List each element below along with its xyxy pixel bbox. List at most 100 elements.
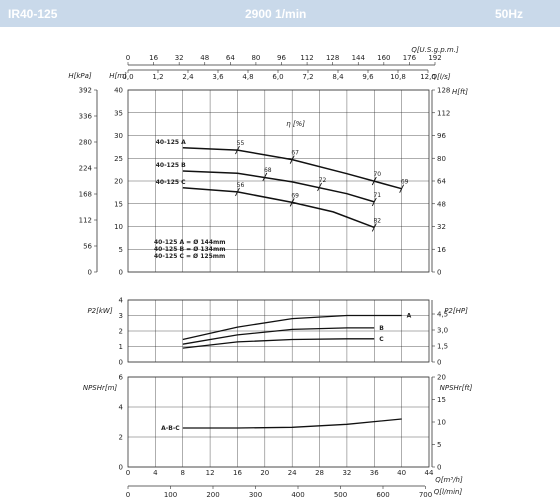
m3h-tick-label: 12 [206,469,215,477]
usgpm-tick-label: 96 [277,54,286,62]
ls-tick-label: 4,8 [242,73,253,81]
m3h-tick-label: 36 [370,469,379,477]
efficiency-mark [289,198,295,207]
head-m-tick-label: 40 [114,87,123,95]
usgpm-tick-label: 176 [403,54,417,62]
npsh-ft-tick-label: 15 [437,396,446,404]
efficiency-mark [235,145,240,155]
npsh-m-tick-label: 6 [119,374,124,382]
kpa-tick-label: 112 [79,217,92,225]
m3h-tick-label: 16 [233,469,242,477]
efficiency-mark [289,155,295,164]
usgpm-tick-label: 160 [377,54,390,62]
p2-kw-tick-label: 2 [119,328,123,336]
hp-tick-label: 0 [437,359,441,367]
npsh-curve-label: A-B-C [161,425,180,432]
npsh-ft-tick-label: 5 [437,441,441,449]
kpa-tick-label: 392 [79,87,92,95]
efficiency-label: 82 [373,217,381,224]
head-m-tick-label: 10 [114,223,123,231]
power-curve-0 [182,314,402,341]
npsh-ft-tick-label: 0 [437,464,441,472]
lmin-tick-label: 500 [334,491,347,499]
lmin-axis-label: Q[l/min] [434,488,463,496]
p2-kw-tick-label: 3 [119,312,123,320]
m3h-tick-label: 0 [126,469,130,477]
kpa-tick-label: 0 [88,269,92,277]
ls-tick-label: 0,0 [122,73,133,81]
m3h-tick-label: 28 [315,469,324,477]
hp-tick-label: 1,5 [437,343,448,351]
efficiency-mark [399,184,405,193]
m3h-axis-label: Q[m³/h] [435,476,463,484]
usgpm-tick-label: 112 [300,54,313,62]
p2-kw-axis-label: P2[kW] [87,307,112,315]
lmin-tick-label: 100 [164,491,177,499]
npsh-ft-tick-label: 10 [437,419,446,427]
usgpm-tick-label: 32 [175,54,184,62]
power-curve-1 [182,327,375,345]
head-curve-label: 40-125 C [156,179,186,186]
efficiency-label: 69 [291,192,299,199]
efficiency-label: 68 [264,167,272,174]
efficiency-mark [371,223,377,232]
npsh-curve-0 [182,418,402,429]
ft-tick-label: 96 [437,132,446,140]
lmin-tick-label: 300 [249,491,262,499]
power-curve-2 [182,338,375,349]
efficiency-label: 72 [319,177,327,184]
ft-tick-label: 64 [437,178,446,186]
power-curve-label: A [407,313,412,320]
efficiency-mark [317,182,322,192]
efficiency-axis-label: η [%] [286,120,305,128]
npsh-m-tick-label: 4 [119,404,124,412]
ls-tick-label: 7,2 [302,73,313,81]
head-m-tick-label: 15 [114,200,123,208]
efficiency-mark [371,197,377,207]
power-curve-label: C [379,336,384,343]
kpa-tick-label: 56 [83,243,92,251]
npsh-ft-axis-label: NPSHr[ft] [440,384,473,392]
efficiency-label: 56 [237,182,245,189]
head-curve-label: 40-125 A [156,139,186,146]
ls-tick-label: 2,4 [182,73,194,81]
ft-axis-label: H[ft] [452,88,468,96]
m3h-tick-label: 8 [180,469,184,477]
speed-label: 2900 1/min [245,7,307,21]
efficiency-label: 69 [401,179,409,186]
lmin-tick-label: 400 [291,491,304,499]
efficiency-mark [371,176,377,186]
head-m-tick-label: 5 [119,246,123,254]
usgpm-tick-label: 0 [126,54,130,62]
lmin-tick-label: 600 [376,491,389,499]
title-bar: IR40-125 2900 1/min 50Hz [0,0,560,27]
lmin-tick-label: 0 [126,491,130,499]
pump-model-title: IR40-125 [8,7,58,21]
ft-tick-label: 16 [437,246,446,254]
ft-tick-label: 80 [437,155,446,163]
ft-tick-label: 0 [437,269,441,277]
ft-tick-label: 128 [437,87,450,95]
impeller-legend-item: 40-125 C = Ø 125mm [154,253,225,260]
hp-tick-label: 4,5 [437,311,448,319]
m3h-tick-label: 40 [397,469,406,477]
ft-tick-label: 48 [437,200,446,208]
m3h-tick-label: 44 [425,469,434,477]
lmin-tick-label: 200 [206,491,219,499]
ls-tick-label: 3,6 [212,73,224,81]
head-m-tick-label: 20 [114,178,123,186]
ls-tick-label: 10,8 [390,73,406,81]
head-curve-1 [182,170,375,203]
p2-kw-tick-label: 1 [119,343,123,351]
ls-tick-label: 8,4 [332,73,344,81]
usgpm-tick-label: 48 [200,54,209,62]
efficiency-mark [262,172,268,182]
usgpm-tick-label: 128 [326,54,339,62]
ft-tick-label: 32 [437,223,446,231]
p2-hp-axis-label: P2[HP] [444,307,468,315]
impeller-legend-item: 40-125 B = Ø 134mm [154,246,225,253]
efficiency-label: 71 [373,192,381,199]
kpa-tick-label: 280 [79,139,92,147]
npsh-m-tick-label: 2 [119,434,123,442]
